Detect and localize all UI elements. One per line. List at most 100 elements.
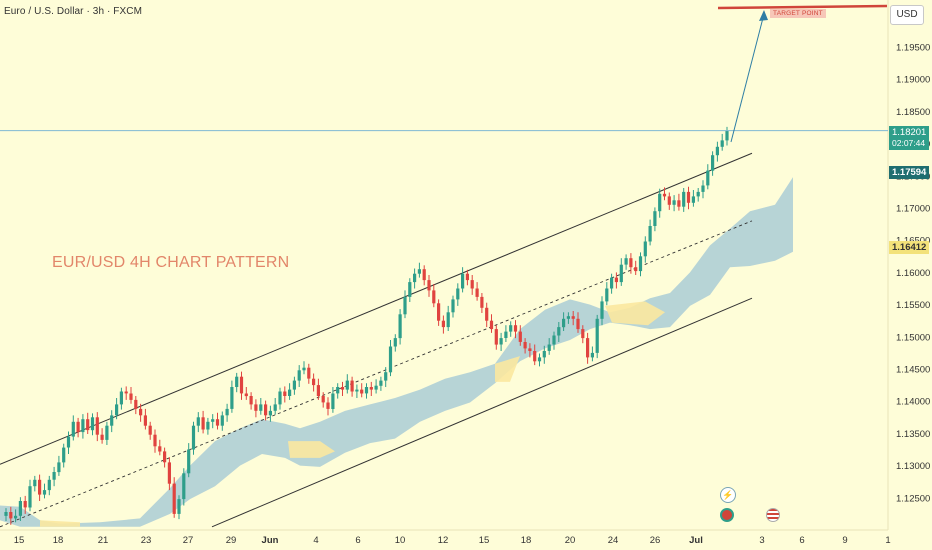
candle-body xyxy=(528,348,532,351)
candle-body xyxy=(167,462,171,484)
candle-body xyxy=(369,387,373,390)
candle-body xyxy=(283,391,287,396)
y-tick-label: 1.13500 xyxy=(896,429,930,440)
candle-body xyxy=(115,404,119,416)
candle-body xyxy=(350,380,354,392)
candle-body xyxy=(638,256,643,272)
candle-body xyxy=(437,303,441,321)
candle-body xyxy=(239,376,244,394)
candle-body xyxy=(552,335,556,345)
candle-body xyxy=(158,446,162,452)
flash-icon[interactable]: ⚡ xyxy=(720,487,736,503)
projection-arrow-line xyxy=(730,13,765,143)
last-price-tag: 1.18201 02:07:44 xyxy=(889,126,929,150)
candle-body xyxy=(38,479,42,495)
channel-lower-line xyxy=(211,297,753,528)
candle-body xyxy=(658,193,662,212)
x-tick-label: 29 xyxy=(226,535,237,546)
candle-body xyxy=(62,447,66,463)
candle-body xyxy=(196,417,200,426)
candle-body xyxy=(547,344,551,351)
candle-body xyxy=(206,421,210,430)
y-tick-label: 1.15500 xyxy=(896,300,930,311)
candle-body xyxy=(600,301,604,319)
candle-body xyxy=(340,387,345,390)
candle-body xyxy=(643,241,647,257)
x-tick-label: 3 xyxy=(759,535,764,546)
x-tick-label: 4 xyxy=(313,535,318,546)
x-tick-label: 18 xyxy=(521,535,532,546)
candle-body xyxy=(57,462,61,473)
cloud-bear-patch xyxy=(605,301,665,326)
candle-body xyxy=(605,288,609,302)
currency-selector[interactable]: USD xyxy=(890,5,924,25)
candle-body xyxy=(701,185,705,192)
ichimoku-cloud xyxy=(0,177,793,527)
candle-body xyxy=(355,389,359,392)
candle-body xyxy=(725,130,729,141)
projection-arrow-head xyxy=(759,10,768,21)
candle-body xyxy=(331,393,335,409)
candle-body xyxy=(254,404,258,411)
us-flag-icon[interactable] xyxy=(766,508,780,522)
candle-body xyxy=(465,273,469,281)
candle-body xyxy=(499,338,503,345)
candle-body xyxy=(379,380,383,386)
price-axis[interactable] xyxy=(888,0,932,550)
candle-body xyxy=(417,269,421,274)
candle-body xyxy=(177,499,181,514)
x-tick-label: 23 xyxy=(141,535,152,546)
event-icon[interactable] xyxy=(720,508,734,522)
x-tick-label: 9 xyxy=(842,535,847,546)
price-channel xyxy=(0,152,753,528)
candle-body xyxy=(23,501,27,508)
x-tick-label: Jun xyxy=(262,535,279,546)
candle-body xyxy=(533,351,537,362)
y-tick-label: 1.18500 xyxy=(896,107,930,118)
candle-body xyxy=(139,408,143,416)
candle-body xyxy=(249,396,253,405)
candle-body xyxy=(537,357,542,362)
x-tick-label: 18 xyxy=(53,535,64,546)
candle-body xyxy=(364,387,369,394)
candle-body xyxy=(307,367,311,379)
candle-body xyxy=(691,196,695,203)
candle-body xyxy=(191,425,196,450)
candle-body xyxy=(143,415,147,426)
candle-body xyxy=(456,288,460,300)
candle-body xyxy=(422,269,426,281)
candle-body xyxy=(235,376,239,387)
candle-body xyxy=(129,393,133,400)
candle-body xyxy=(312,378,316,386)
candle-body xyxy=(28,486,32,508)
candle-body xyxy=(480,296,484,308)
symbol-title: Euro / U.S. Dollar · 3h · FXCM xyxy=(4,6,143,17)
candle-body xyxy=(52,472,56,480)
candle-body xyxy=(81,419,85,433)
candle-body xyxy=(302,367,306,371)
candle-body xyxy=(509,325,513,332)
candle-body xyxy=(610,277,614,289)
candle-body xyxy=(292,380,296,390)
candle-body xyxy=(76,421,80,433)
candle-body xyxy=(470,280,474,289)
candle-body xyxy=(682,191,686,207)
candle-body xyxy=(557,327,561,336)
candle-body xyxy=(432,290,436,304)
candle-body xyxy=(244,393,248,397)
x-tick-label: 6 xyxy=(355,535,360,546)
candle-body xyxy=(95,417,99,435)
candle-body xyxy=(9,512,13,519)
candle-body xyxy=(475,288,479,297)
candle-body xyxy=(653,211,657,226)
level-a-tag: 1.17594 xyxy=(889,166,929,179)
candle-body xyxy=(446,312,450,328)
candle-body xyxy=(398,314,402,339)
y-tick-label: 1.12500 xyxy=(896,493,930,504)
candle-body xyxy=(686,191,691,203)
candle-body xyxy=(441,320,445,328)
candle-body xyxy=(220,415,224,426)
channel-upper-line xyxy=(0,152,753,465)
